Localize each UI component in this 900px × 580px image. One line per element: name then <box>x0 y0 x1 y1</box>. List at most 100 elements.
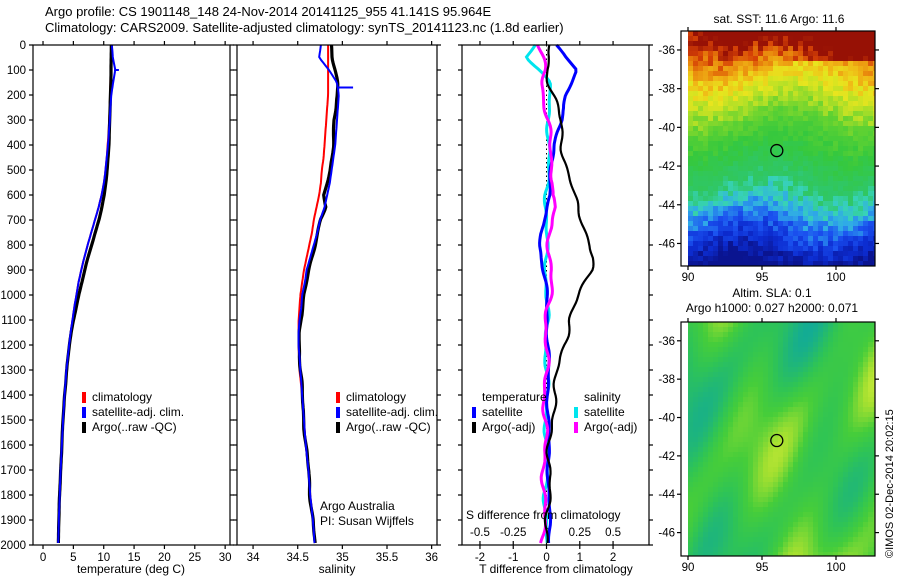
map-cell <box>868 382 873 387</box>
map-cell <box>813 76 818 81</box>
map-cell <box>738 392 743 397</box>
map-cell <box>773 186 778 191</box>
map-cell <box>688 372 693 377</box>
map-cell <box>843 76 848 81</box>
map-cell <box>688 427 693 432</box>
map-cell <box>738 191 743 196</box>
map-cell <box>843 492 848 497</box>
map-cell <box>793 477 798 482</box>
map-cell <box>758 342 763 347</box>
map-cell <box>858 482 863 487</box>
map-cell <box>718 462 723 467</box>
map-cell <box>838 372 843 377</box>
map-cell <box>858 206 863 211</box>
map-cell <box>868 462 873 467</box>
s-tick-label: -0.5 <box>470 527 490 539</box>
map-cell <box>823 382 828 387</box>
map-cell <box>713 482 718 487</box>
map-cell <box>728 527 733 532</box>
map-cell <box>723 387 728 392</box>
map-cell <box>773 131 778 136</box>
map-cell <box>793 412 798 417</box>
map-cell <box>768 462 773 467</box>
map-cell <box>743 502 748 507</box>
map-cell <box>838 206 843 211</box>
map-cell <box>743 357 748 362</box>
map-cell <box>713 216 718 221</box>
map-cell <box>773 367 778 372</box>
map-cell <box>778 86 783 91</box>
map-cell <box>703 166 708 171</box>
map-cell <box>688 226 693 231</box>
map-cell <box>803 201 808 206</box>
map-cell <box>773 236 778 241</box>
map-cell <box>858 432 863 437</box>
map-cell <box>753 206 758 211</box>
map-cell <box>698 216 703 221</box>
map-cell <box>838 91 843 96</box>
map-cell <box>863 156 868 161</box>
map-cell <box>708 221 713 226</box>
map-cell <box>783 487 788 492</box>
map-cell <box>783 196 788 201</box>
map-cell <box>778 417 783 422</box>
map-cell <box>693 166 698 171</box>
map-cell <box>833 201 838 206</box>
map-cell <box>738 492 743 497</box>
map-cell <box>773 61 778 66</box>
map-cell <box>868 472 873 477</box>
map-cell <box>713 467 718 472</box>
map-cell <box>858 362 863 367</box>
map-cell <box>818 41 823 46</box>
map-cell <box>703 116 708 121</box>
map-cell <box>783 106 788 111</box>
map-cell <box>743 432 748 437</box>
map-cell <box>718 131 723 136</box>
map-cell <box>713 51 718 56</box>
map-cell <box>803 422 808 427</box>
map-cell <box>778 251 783 256</box>
map-cell <box>703 532 708 537</box>
map-cell <box>708 211 713 216</box>
map-cell <box>813 502 818 507</box>
map-cell <box>838 457 843 462</box>
map-cell <box>743 362 748 367</box>
legend-label: satellite-adj. clim. <box>346 405 439 419</box>
map-cell <box>693 532 698 537</box>
map-cell <box>783 362 788 367</box>
map-cell <box>788 367 793 372</box>
map-cell <box>763 156 768 161</box>
map-cell <box>693 402 698 407</box>
map-cell <box>833 171 838 176</box>
map-cell <box>713 206 718 211</box>
map-cell <box>843 31 848 36</box>
map-cell <box>703 206 708 211</box>
map-cell <box>768 61 773 66</box>
map-cell <box>693 186 698 191</box>
map-cell <box>778 206 783 211</box>
map-cell <box>768 81 773 86</box>
map-cell <box>713 452 718 457</box>
map-cell <box>773 387 778 392</box>
map-cell <box>828 171 833 176</box>
map-cell <box>743 86 748 91</box>
y-tick-label: 1700 <box>0 465 26 477</box>
map-cell <box>813 472 818 477</box>
map-cell <box>723 56 728 61</box>
map-cell <box>858 216 863 221</box>
map-cell <box>698 532 703 537</box>
map-cell <box>853 36 858 41</box>
map-cell <box>713 221 718 226</box>
map-cell <box>818 36 823 41</box>
map-cell <box>843 236 848 241</box>
map-cell <box>753 477 758 482</box>
map-cell <box>818 221 823 226</box>
map-cell <box>808 382 813 387</box>
map-cell <box>793 522 798 527</box>
map-cell <box>768 392 773 397</box>
map-cell <box>788 251 793 256</box>
map-cell <box>748 477 753 482</box>
map-cell <box>733 251 738 256</box>
map-cell <box>853 96 858 101</box>
map-cell <box>728 492 733 497</box>
